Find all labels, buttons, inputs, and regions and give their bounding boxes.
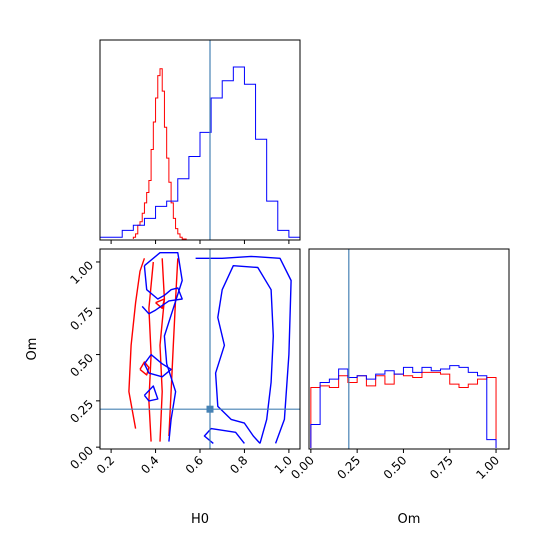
contour-line-red <box>128 258 146 429</box>
h0-hist-marks <box>99 66 301 240</box>
om-x-axis-title: Om <box>398 512 421 527</box>
h0-tick-label: 0.8 <box>227 453 250 476</box>
om-x-tick-label: 1.00 <box>473 453 502 482</box>
om-y-axis-title: Om <box>25 338 40 361</box>
h0-hist-tick-marks <box>110 240 290 244</box>
joint-contour-marks <box>128 252 292 444</box>
om-hist-series-blue <box>310 365 497 448</box>
om-hist-tick-marks <box>310 449 497 453</box>
h0-hist-series-red <box>132 68 187 240</box>
contour-line-red <box>139 361 150 376</box>
contour-line-blue <box>143 252 183 442</box>
om-x-tick-labels: 0.00 0.25 0.50 0.75 1.00 <box>288 453 502 482</box>
contour-line-blue <box>143 385 159 402</box>
panel-om-histogram <box>308 248 510 453</box>
h0-tick-label: 0.6 <box>183 453 206 476</box>
panel-h0-histogram <box>99 39 301 244</box>
om-x-tick-label: 0.75 <box>427 453 456 482</box>
h0-axis-title: H0 <box>191 512 209 527</box>
joint-tick-marks <box>96 261 290 453</box>
om-x-tick-label: 0.00 <box>288 453 317 482</box>
contour-line-blue <box>203 427 245 444</box>
contour-line-blue <box>143 353 172 378</box>
h0-tick-label: 0.4 <box>138 453 161 476</box>
contour-line-blue <box>141 265 183 315</box>
om-y-tick-label: 0.50 <box>67 351 96 380</box>
contour-line-blue <box>214 265 274 444</box>
om-y-tick-label: 0.00 <box>67 443 96 472</box>
contour-line-red <box>159 258 166 442</box>
om-y-tick-labels: 0.00 0.25 0.50 0.75 1.00 <box>67 258 96 472</box>
contour-line-red <box>168 258 179 437</box>
om-x-tick-label: 0.50 <box>381 453 410 482</box>
om-y-tick-label: 0.75 <box>67 304 96 333</box>
panel-joint-contours <box>96 248 301 453</box>
om-y-tick-label: 0.25 <box>67 397 96 426</box>
contour-line-red <box>155 298 166 309</box>
om-hist-frame <box>308 248 510 450</box>
contour-line-red <box>148 261 154 442</box>
om-x-tick-label: 0.25 <box>334 453 363 482</box>
h0-tick-label: 0.2 <box>94 453 117 476</box>
om-hist-series-red <box>310 371 497 448</box>
joint-truth-marker <box>206 405 214 413</box>
joint-frame <box>99 248 301 450</box>
h0-hist-series-blue <box>99 66 301 239</box>
h0-tick-labels: 0.2 0.4 0.6 0.8 1.0 <box>94 453 295 476</box>
om-y-tick-label: 1.00 <box>67 258 96 287</box>
om-hist-marks <box>310 365 497 448</box>
